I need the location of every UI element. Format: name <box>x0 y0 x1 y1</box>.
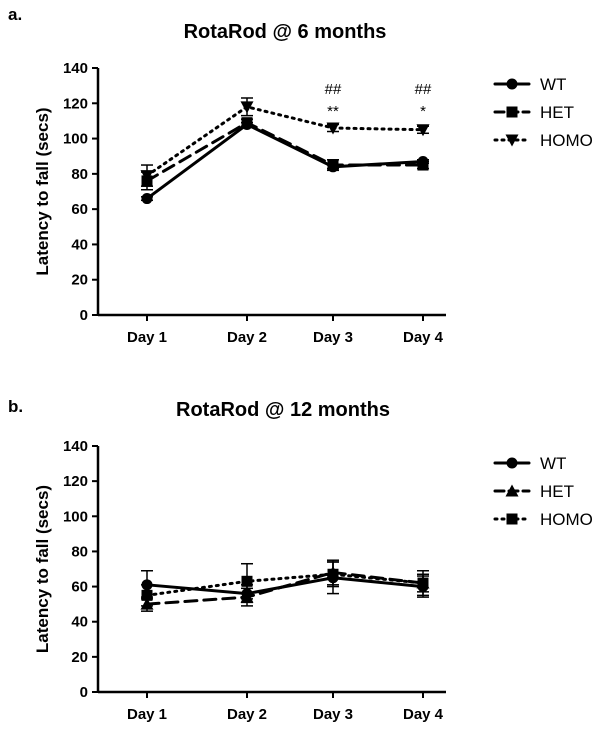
annotation-star: ** <box>327 103 339 120</box>
legend-label-wt: WT <box>540 75 566 94</box>
y-tick-label: 20 <box>71 272 88 289</box>
y-tick-label: 140 <box>63 60 88 77</box>
series-wt <box>141 118 429 205</box>
y-tick-label: 140 <box>63 438 88 455</box>
series-line-wt <box>145 122 425 201</box>
x-tick-label: Day 3 <box>313 706 353 723</box>
x-tick-label: Day 1 <box>127 706 167 723</box>
legend-label-homo: HOMO <box>540 510 593 529</box>
data-point-het <box>327 159 339 171</box>
legend-label-het: HET <box>540 482 574 501</box>
chart-panel-1: a. RotaRod @ 6 months 0 20 40 60 80 100 120 140 Da… <box>8 5 593 346</box>
y-tick-label: 0 <box>80 684 88 701</box>
series-line-homo <box>145 572 425 597</box>
panel-label: a. <box>8 5 22 24</box>
y-tick-label: 40 <box>71 614 88 631</box>
panel-label: b. <box>8 397 23 416</box>
data-point-homo <box>241 575 253 587</box>
y-tick-label: 60 <box>71 201 88 218</box>
y-tick-label: 100 <box>63 131 88 148</box>
chart-title: RotaRod @ 12 months <box>176 399 390 421</box>
data-point-homo <box>140 170 154 183</box>
data-point-homo <box>327 568 339 580</box>
x-tick-label: Day 2 <box>227 706 267 723</box>
series-homo <box>141 561 429 607</box>
data-point-homo <box>326 122 340 135</box>
x-tick-label: Day 1 <box>127 329 167 346</box>
data-point-homo <box>240 101 254 114</box>
data-point-wt <box>141 193 153 205</box>
legend-marker-wt <box>506 457 518 469</box>
y-tick-label: 120 <box>63 473 88 490</box>
y-tick-label: 80 <box>71 543 88 560</box>
data-point-homo <box>416 124 430 137</box>
y-tick-label: 60 <box>71 579 88 596</box>
y-tick-label: 120 <box>63 95 88 112</box>
y-tick-label: 0 <box>80 307 88 324</box>
series-line-homo <box>145 105 425 178</box>
x-tick-label: Day 4 <box>403 706 444 723</box>
legend-label-wt: WT <box>540 454 566 473</box>
data-point-het <box>241 117 253 129</box>
data-point-homo <box>417 577 429 589</box>
legend-label-het: HET <box>540 103 574 122</box>
chart-panel-2: b. RotaRod @ 12 months 0 20 40 60 80 100 120 140 D… <box>8 397 593 723</box>
series-het <box>140 559 430 612</box>
series-homo <box>140 97 430 187</box>
series-het <box>141 117 429 191</box>
series-line-het <box>145 120 425 183</box>
annotation-hash: ## <box>325 81 342 98</box>
annotation-star: * <box>420 103 426 120</box>
x-tick-label: Day 2 <box>227 329 267 346</box>
y-tick-label: 100 <box>63 508 88 525</box>
legend-marker-wt <box>506 78 518 90</box>
legend-marker-homo <box>506 513 518 525</box>
chart-title: RotaRod @ 6 months <box>184 21 387 43</box>
legend-marker-het <box>506 106 518 118</box>
data-point-homo <box>141 589 153 601</box>
legend-marker-homo <box>505 134 519 147</box>
x-tick-label: Day 4 <box>403 329 444 346</box>
y-axis-label: Latency to fall (secs) <box>33 485 52 653</box>
y-tick-label: 40 <box>71 236 88 253</box>
x-tick-label: Day 3 <box>313 329 353 346</box>
legend-label-homo: HOMO <box>540 131 593 150</box>
y-tick-label: 80 <box>71 166 88 183</box>
legend-marker-het <box>505 484 519 497</box>
series-wt <box>141 561 429 604</box>
data-point-het <box>417 159 429 171</box>
y-axis-label: Latency to fall (secs) <box>33 107 52 275</box>
annotation-hash: ## <box>415 81 432 98</box>
y-tick-label: 20 <box>71 649 88 666</box>
